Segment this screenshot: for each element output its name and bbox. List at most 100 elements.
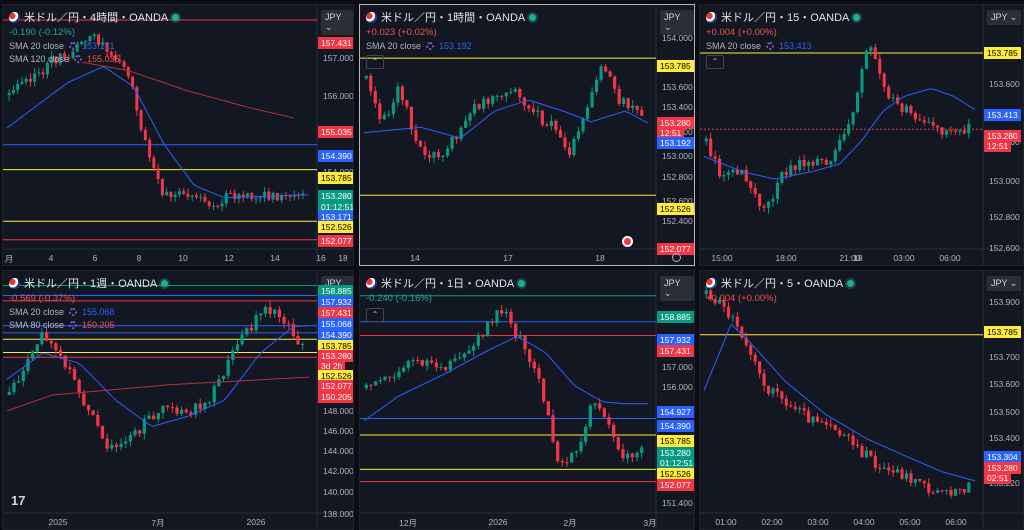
candle-body — [138, 430, 142, 434]
currency-selector[interactable]: JPY ⌄ — [987, 276, 1022, 291]
candlestick-chart[interactable] — [360, 271, 695, 530]
currency-selector[interactable]: JPY ⌄ — [660, 276, 694, 301]
candle-body — [211, 205, 215, 207]
candle-body — [476, 335, 480, 346]
indicator-row[interactable]: SMA 80 close 150.205 — [9, 320, 168, 330]
candle-body — [186, 193, 190, 197]
collapse-legend-button[interactable]: ⌃ — [706, 55, 724, 69]
candle-body — [221, 375, 226, 380]
candle-body — [495, 95, 499, 97]
candle-body — [855, 444, 860, 447]
candle-body — [193, 403, 198, 415]
symbol-title[interactable]: 米ドル／円・15・OANDA — [721, 12, 850, 24]
price-label-tag: 157.431 — [657, 345, 694, 357]
time-axis-tick: 2025 — [48, 517, 68, 527]
price-axis-tick: 142.000 — [323, 466, 354, 476]
candle-body — [967, 482, 971, 493]
time-axis-tick: 18 — [338, 253, 348, 263]
indicator-settings-icon[interactable] — [69, 321, 78, 329]
chart-panel-w1[interactable]: 米ドル／円・1週・OANDA -0.569 (-0.37%) SMA 20 clos… — [2, 270, 354, 530]
price-axis-tick: 157.000 — [323, 53, 354, 63]
candlestick-chart[interactable] — [3, 271, 354, 530]
candle-body — [726, 306, 731, 318]
alert-icon[interactable] — [622, 236, 633, 247]
price-label-tag: 152.526 — [318, 221, 353, 233]
indicator-settings-icon[interactable] — [69, 308, 78, 316]
price-label-tag: 153.304 — [984, 451, 1021, 463]
candle-body — [936, 490, 940, 493]
indicator-row[interactable]: SMA 20 close 153.171 — [9, 41, 179, 51]
price-label-tag: 01:12:51 — [318, 201, 353, 213]
candle-body — [504, 92, 508, 97]
candle-body — [67, 57, 71, 59]
candle-body — [612, 424, 616, 438]
candle-body — [226, 359, 230, 376]
symbol-title[interactable]: 米ドル／円・5・OANDA — [721, 278, 844, 290]
currency-selector[interactable]: JPY ⌄ — [321, 10, 353, 35]
chevron-down-icon: ⌄ — [664, 22, 672, 32]
price-change: +0.004 (+0.00%) — [706, 27, 777, 38]
indicator-settings-icon[interactable] — [766, 42, 775, 50]
chart-legend: 米ドル／円・5・OANDA +0.004 (+0.00%) — [706, 275, 855, 304]
collapse-legend-button[interactable]: ⌃ — [366, 308, 384, 322]
candle-body — [62, 53, 66, 58]
indicator-settings-icon[interactable] — [426, 42, 435, 50]
candle-body — [92, 34, 96, 37]
indicator-settings-icon[interactable] — [74, 55, 83, 63]
chart-panel-h4[interactable]: 米ドル／円・4時間・OANDA -0.190 (-0.12%) SMA 20 clo… — [2, 4, 354, 266]
candle-body — [44, 332, 49, 341]
tradingview-logo[interactable]: 17 — [11, 493, 26, 508]
time-axis-tick: 06:00 — [945, 517, 967, 527]
settings-icon[interactable] — [672, 253, 681, 262]
currency-selector[interactable]: JPY ⌄ — [987, 10, 1022, 25]
candle-body — [54, 56, 58, 64]
currency-label: JPY — [325, 12, 342, 22]
candle-body — [842, 434, 846, 436]
symbol-title[interactable]: 米ドル／円・1週・OANDA — [24, 278, 158, 290]
candle-body — [267, 191, 271, 200]
candle-body — [409, 106, 413, 130]
candle-body — [450, 136, 454, 149]
candlestick-chart[interactable] — [700, 271, 1024, 530]
candle-body — [565, 462, 569, 464]
sma-line — [82, 61, 295, 119]
symbol-title[interactable]: 米ドル／円・1日・OANDA — [381, 278, 515, 290]
candle-body — [175, 407, 179, 414]
indicator-label: SMA 20 close — [366, 41, 422, 51]
price-label-tag: 157.431 — [318, 307, 353, 319]
candle-body — [878, 467, 882, 469]
currency-selector[interactable]: JPY ⌄ — [660, 10, 694, 35]
candle-body — [152, 157, 156, 169]
collapse-legend-button[interactable]: ⌃ — [366, 55, 384, 69]
chart-panel-h1[interactable]: 米ドル／円・1時間・OANDA +0.023 (+0.02%) SMA 20 clo… — [359, 4, 695, 266]
price-label-tag: 153.192 — [657, 137, 694, 149]
candlestick-chart[interactable] — [700, 5, 1024, 266]
indicator-row[interactable]: SMA 120 close 155.035 — [9, 54, 179, 64]
candle-body — [259, 313, 263, 316]
candle-body — [631, 105, 635, 109]
indicator-row[interactable]: SMA 20 close 155.068 — [9, 307, 168, 317]
candle-body — [147, 415, 151, 419]
candle-body — [445, 148, 450, 156]
indicator-value: 155.035 — [87, 54, 120, 64]
indicator-row[interactable]: SMA 20 close 153.413 — [706, 41, 860, 51]
chart-panel-m5[interactable]: 米ドル／円・5・OANDA +0.004 (+0.00%) JPY ⌄ 153.900… — [699, 270, 1024, 530]
candle-body — [953, 130, 957, 132]
candle-body — [560, 461, 564, 463]
candle-body — [364, 75, 368, 79]
symbol-title[interactable]: 米ドル／円・1時間・OANDA — [381, 12, 526, 24]
candle-body — [780, 391, 784, 399]
candle-body — [217, 379, 221, 387]
candle-body — [473, 104, 477, 114]
candle-body — [199, 196, 203, 198]
chart-panel-d1[interactable]: 米ドル／円・1日・OANDA -0.240 (-0.16%) ⌃ JPY ⌄ 157.0… — [359, 270, 695, 530]
symbol-title[interactable]: 米ドル／円・4時間・OANDA — [24, 12, 169, 24]
candle-body — [490, 322, 494, 324]
indicator-row[interactable]: SMA 20 close 153.192 — [366, 41, 536, 51]
candlestick-chart[interactable] — [360, 5, 695, 266]
price-label-tag: 153.785 — [657, 435, 694, 447]
candle-body — [189, 412, 193, 415]
indicator-settings-icon[interactable] — [69, 42, 78, 50]
chart-panel-m15[interactable]: 米ドル／円・15・OANDA +0.004 (+0.00%) SMA 20 clos… — [699, 4, 1024, 266]
candlestick-chart[interactable] — [3, 5, 354, 266]
